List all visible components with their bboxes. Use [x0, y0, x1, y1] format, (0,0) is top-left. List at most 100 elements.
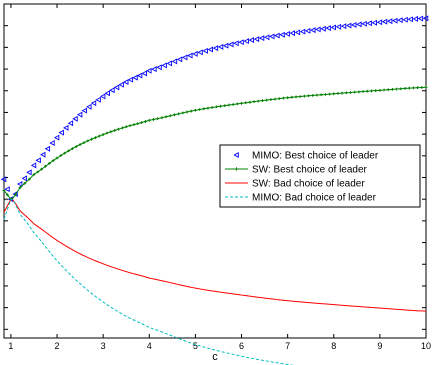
- series-marker: [298, 95, 302, 98]
- series-marker: [53, 134, 60, 141]
- series-marker: [35, 157, 41, 164]
- series-marker: [78, 143, 82, 146]
- series-marker: [44, 164, 47, 168]
- series-marker: [123, 79, 129, 86]
- series-marker: [109, 87, 115, 94]
- series-marker: [113, 84, 120, 91]
- series-marker: [187, 52, 193, 59]
- series-marker: [273, 97, 277, 101]
- series-marker: [336, 92, 340, 95]
- series-marker: [320, 25, 326, 32]
- legend-item: MIMO: Best choice of leader: [233, 151, 379, 162]
- series-marker: [166, 60, 173, 67]
- series-marker: [17, 181, 23, 187]
- series-marker: [279, 31, 285, 38]
- series-marker: [290, 95, 294, 99]
- series-marker: [340, 91, 344, 95]
- series-marker: [2, 189, 6, 192]
- series-marker: [311, 94, 315, 97]
- series-marker: [30, 162, 37, 169]
- series-marker: [310, 27, 316, 34]
- series-marker: [164, 115, 168, 119]
- series-marker: [248, 37, 255, 44]
- series-marker: [81, 107, 87, 114]
- series-marker: [101, 133, 105, 136]
- series-marker: [391, 87, 394, 91]
- series-marker: [269, 98, 273, 101]
- series-marker: [67, 120, 74, 127]
- series-marker: [171, 58, 178, 65]
- x-tick-label: 10: [421, 341, 431, 351]
- series-marker: [378, 88, 382, 92]
- series-line: [3, 198, 427, 312]
- series-marker: [325, 25, 331, 32]
- series-marker: [18, 186, 22, 189]
- series-marker: [223, 104, 227, 108]
- series-marker: [323, 93, 327, 96]
- series-marker: [6, 193, 9, 197]
- series-marker: [198, 108, 201, 111]
- series-marker: [274, 32, 280, 39]
- series-marker: [177, 112, 181, 116]
- series-marker: [0, 176, 7, 183]
- series-marker: [206, 106, 210, 110]
- series-marker: [192, 50, 198, 57]
- series-marker: [264, 34, 270, 41]
- series-marker: [305, 27, 311, 34]
- series-marker: [67, 149, 70, 153]
- series-marker: [248, 100, 252, 104]
- series-marker: [141, 70, 147, 77]
- series-marker: [223, 42, 229, 49]
- series-marker: [269, 33, 275, 40]
- series-marker: [82, 141, 86, 145]
- series-marker: [202, 47, 208, 54]
- series-marker: [136, 72, 143, 79]
- series-marker: [386, 88, 390, 92]
- series-marker: [357, 90, 361, 94]
- series-4: [3, 198, 295, 365]
- series-marker: [376, 19, 383, 26]
- series-marker: [233, 40, 239, 47]
- legend-marker: [233, 152, 239, 158]
- legend-item: MIMO: Bad choice of leader: [225, 193, 377, 204]
- series-marker: [120, 126, 124, 130]
- series-marker: [202, 107, 206, 111]
- legend-box: [219, 144, 421, 208]
- series-marker: [63, 151, 67, 155]
- series-marker: [235, 102, 239, 106]
- series-marker: [370, 89, 373, 93]
- series-marker: [27, 177, 31, 181]
- series-marker: [40, 167, 44, 171]
- series-marker: [315, 26, 321, 33]
- series-marker: [351, 21, 357, 28]
- series-marker: [90, 100, 97, 107]
- series-marker: [76, 111, 83, 118]
- series-marker: [124, 125, 128, 129]
- series-marker: [366, 20, 372, 27]
- series-marker: [136, 122, 140, 126]
- series-marker: [356, 21, 362, 28]
- series-marker: [47, 161, 51, 165]
- series-marker: [72, 115, 78, 122]
- series-marker: [21, 175, 28, 182]
- series-marker: [95, 96, 101, 103]
- series-marker: [231, 103, 235, 106]
- series-marker: [277, 97, 281, 100]
- series-marker: [265, 98, 269, 102]
- series-marker: [284, 30, 290, 37]
- series-marker: [26, 169, 32, 176]
- series-marker: [382, 88, 386, 92]
- x-tick-label: 2: [55, 341, 60, 351]
- series-marker: [407, 86, 411, 90]
- series-marker: [286, 96, 290, 100]
- series-marker: [105, 131, 109, 135]
- series-marker: [193, 108, 197, 112]
- series-marker: [407, 16, 413, 23]
- x-axis-ticks: 1 2 3 4 5 6 7 8 9 10: [8, 4, 431, 351]
- series-marker: [315, 93, 319, 97]
- series-marker: [214, 105, 218, 109]
- series-marker: [328, 92, 331, 96]
- x-tick-label: 6: [239, 341, 244, 351]
- series-marker: [299, 28, 306, 35]
